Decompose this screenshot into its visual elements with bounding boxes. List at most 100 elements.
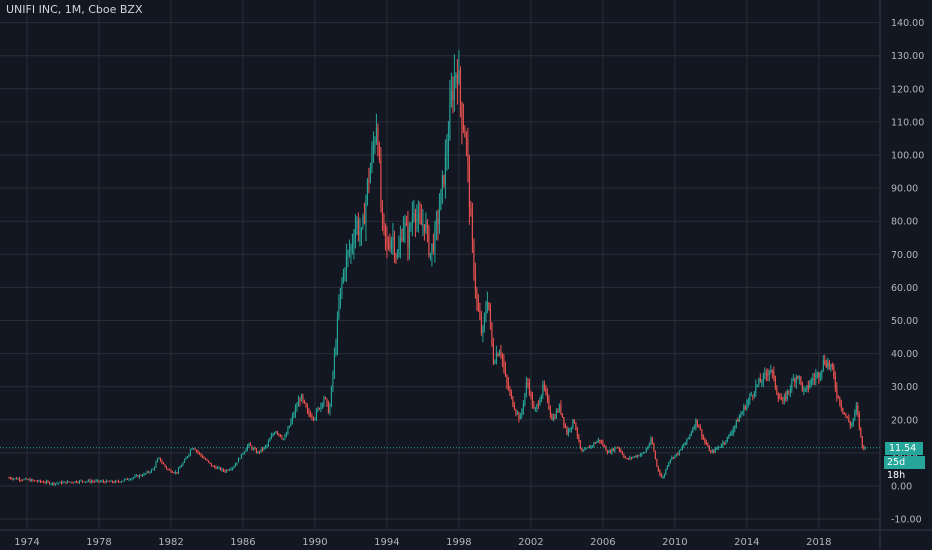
candle-body bbox=[267, 441, 269, 445]
candle-body bbox=[621, 451, 623, 455]
candle-body bbox=[806, 385, 808, 389]
candle-body bbox=[695, 419, 697, 427]
candle-body bbox=[755, 384, 757, 394]
candle-body bbox=[138, 475, 140, 478]
candle-body bbox=[561, 413, 563, 418]
candle-body bbox=[377, 128, 379, 151]
candle-body bbox=[689, 434, 691, 438]
candle-body bbox=[11, 478, 13, 480]
candle-body bbox=[78, 480, 81, 483]
candle-body bbox=[83, 481, 85, 483]
candle-body bbox=[665, 469, 667, 475]
candle-body bbox=[152, 469, 154, 471]
candle-body bbox=[635, 456, 637, 458]
candle-body bbox=[164, 464, 166, 467]
candle-body bbox=[426, 222, 428, 229]
candle-body bbox=[447, 138, 449, 153]
candle-body bbox=[465, 137, 467, 139]
candle-body bbox=[552, 417, 554, 420]
candle-body bbox=[563, 417, 565, 425]
candle-body bbox=[32, 479, 34, 481]
candle-body bbox=[93, 481, 96, 483]
candle-body bbox=[525, 382, 527, 394]
candle-body bbox=[515, 409, 517, 413]
candle-body bbox=[216, 467, 218, 469]
candle-body bbox=[263, 447, 265, 450]
candle-body bbox=[798, 376, 800, 379]
candle-body bbox=[542, 384, 544, 396]
candle-body bbox=[614, 447, 616, 451]
candle-body bbox=[827, 362, 829, 368]
candle-body bbox=[608, 451, 610, 453]
candle-body bbox=[749, 395, 751, 400]
candle-body bbox=[419, 214, 421, 221]
candle-body bbox=[50, 483, 52, 485]
candle-body bbox=[824, 360, 826, 364]
candle-body bbox=[173, 472, 175, 474]
candle-body bbox=[417, 214, 419, 219]
candle-body bbox=[747, 399, 749, 404]
candle-body bbox=[57, 483, 60, 485]
candle-body bbox=[582, 450, 584, 452]
candle-body bbox=[428, 228, 430, 256]
candle-body bbox=[641, 453, 643, 455]
candle-body bbox=[543, 384, 545, 389]
candle-body bbox=[299, 400, 301, 402]
candle-body bbox=[183, 459, 185, 463]
candle-body bbox=[269, 438, 271, 442]
candle-body bbox=[524, 393, 526, 404]
candle-body bbox=[432, 243, 434, 252]
candle-body bbox=[633, 456, 635, 458]
candle-body bbox=[756, 384, 758, 386]
candle-body bbox=[821, 369, 823, 375]
candle-body bbox=[125, 478, 127, 480]
candle-body bbox=[443, 175, 445, 185]
candle-body bbox=[275, 431, 277, 433]
candle-body bbox=[653, 443, 655, 452]
candle-body bbox=[311, 416, 313, 418]
x-tick-label: 2014 bbox=[734, 537, 759, 548]
candle-body bbox=[30, 479, 33, 482]
candle-body bbox=[489, 308, 491, 323]
candle-body bbox=[488, 302, 490, 309]
candle-body bbox=[830, 364, 832, 367]
candle-body bbox=[822, 360, 824, 370]
candle-body bbox=[147, 471, 149, 473]
candle-body bbox=[98, 480, 100, 482]
candle-body bbox=[558, 404, 560, 412]
candle-body bbox=[746, 403, 748, 410]
candle-body bbox=[72, 482, 75, 484]
candle-body bbox=[210, 463, 212, 466]
candle-body bbox=[300, 395, 302, 402]
candle-body bbox=[509, 389, 511, 393]
candle-body bbox=[335, 345, 337, 355]
candle-body bbox=[837, 396, 839, 398]
candle-body bbox=[129, 479, 131, 481]
candle-body bbox=[479, 310, 481, 319]
candle-body bbox=[713, 450, 715, 452]
candle-body bbox=[704, 438, 706, 442]
candle-body bbox=[18, 478, 21, 481]
candle-body bbox=[501, 354, 503, 360]
candle-body bbox=[507, 382, 509, 390]
candle-body bbox=[857, 405, 859, 414]
candle-body bbox=[779, 398, 781, 400]
candle-body bbox=[411, 216, 413, 226]
candle-body bbox=[68, 481, 70, 483]
candle-body bbox=[512, 396, 514, 407]
candle-body bbox=[230, 468, 232, 470]
candle-body bbox=[663, 474, 665, 478]
candle-body bbox=[780, 398, 782, 401]
candle-body bbox=[9, 477, 12, 479]
candle-body bbox=[408, 228, 410, 248]
candle-body bbox=[605, 446, 607, 451]
candle-body bbox=[342, 272, 344, 282]
candle-body bbox=[666, 466, 668, 470]
candle-body bbox=[470, 208, 472, 217]
candle-body bbox=[726, 436, 728, 442]
candle-body bbox=[486, 302, 488, 311]
candle-body bbox=[266, 444, 268, 447]
candle-body bbox=[668, 461, 670, 467]
